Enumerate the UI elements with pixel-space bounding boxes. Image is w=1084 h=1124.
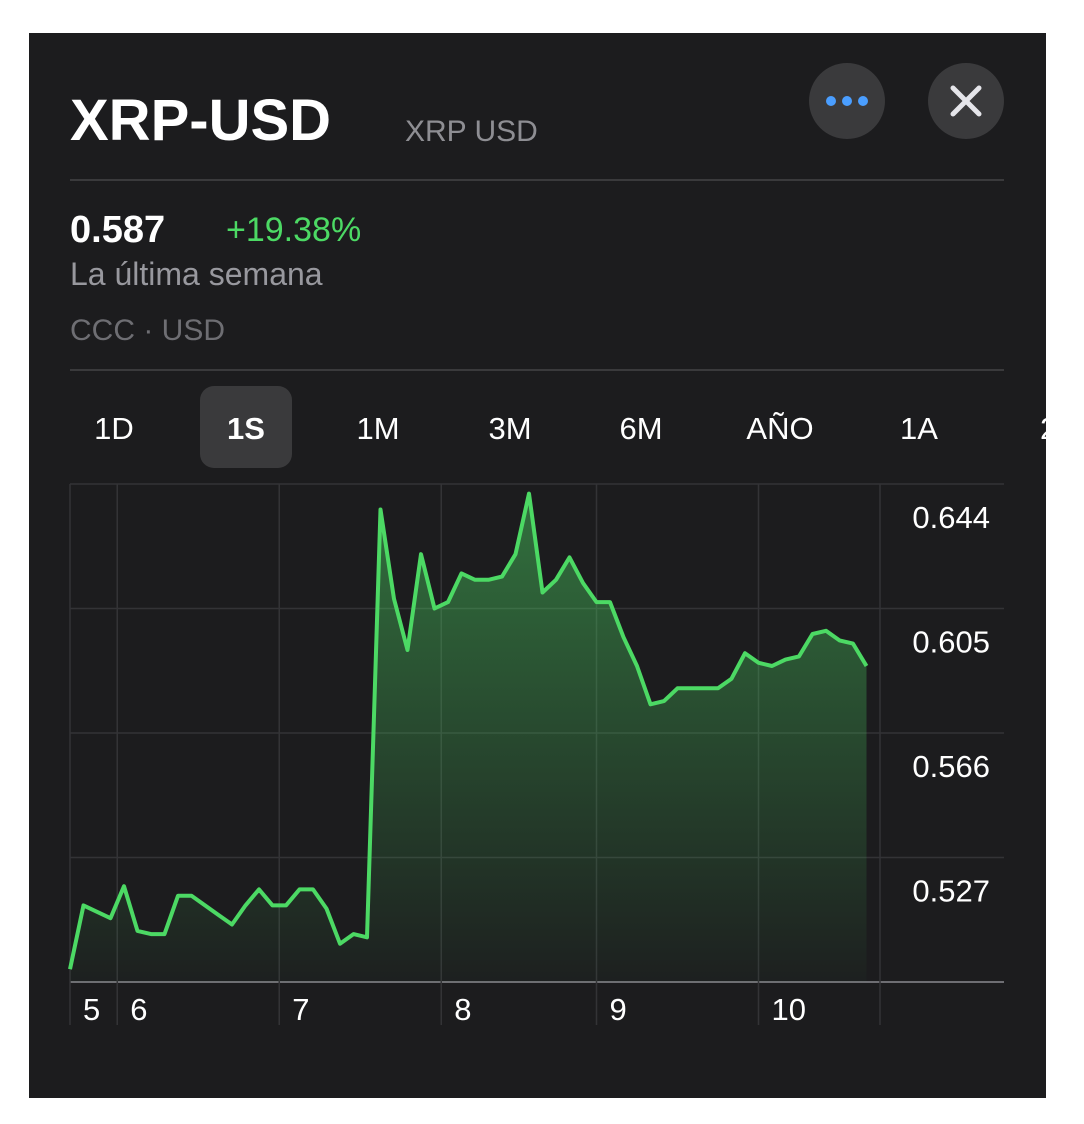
x-tick-label: 5 bbox=[83, 992, 100, 1027]
change: +19.38% bbox=[226, 211, 361, 249]
more-button[interactable] bbox=[809, 63, 885, 139]
title: XRP-USD bbox=[70, 88, 331, 153]
exchange: CCC · USD bbox=[70, 314, 225, 347]
price-line bbox=[68, 491, 869, 970]
x-tick-label: 9 bbox=[610, 992, 627, 1027]
range-option[interactable]: 1A bbox=[900, 411, 938, 446]
y-tick-label: 0.605 bbox=[912, 625, 990, 660]
range-option[interactable]: 2 bbox=[1040, 411, 1057, 446]
dot bbox=[858, 96, 868, 106]
x-tick-label: 6 bbox=[130, 992, 147, 1027]
subtitle: XRP USD bbox=[405, 115, 538, 148]
close-button[interactable] bbox=[928, 63, 1004, 139]
x-tick-label: 7 bbox=[292, 992, 309, 1027]
range-option[interactable]: 6M bbox=[619, 411, 662, 446]
range-option[interactable]: 1S bbox=[227, 411, 265, 446]
content: XRP-USD XRP USD 0.587 +19.38% La última … bbox=[68, 63, 1057, 1027]
y-tick-label: 0.527 bbox=[912, 874, 990, 909]
selected-range-bg bbox=[200, 386, 292, 468]
range-option[interactable]: 1M bbox=[356, 411, 399, 446]
period: La última semana bbox=[70, 256, 323, 292]
price: 0.587 bbox=[70, 209, 165, 251]
y-tick-label: 0.644 bbox=[912, 500, 990, 535]
x-tick-label: 10 bbox=[772, 992, 806, 1027]
dot bbox=[826, 96, 836, 106]
dot bbox=[842, 96, 852, 106]
close-icon bbox=[950, 85, 982, 117]
area bbox=[70, 493, 867, 982]
y-tick-label: 0.566 bbox=[912, 749, 990, 784]
range-option[interactable]: 3M bbox=[488, 411, 531, 446]
range-option[interactable]: 1D bbox=[94, 411, 134, 446]
x-tick-label: 8 bbox=[454, 992, 471, 1027]
range-option[interactable]: AÑO bbox=[746, 411, 813, 446]
